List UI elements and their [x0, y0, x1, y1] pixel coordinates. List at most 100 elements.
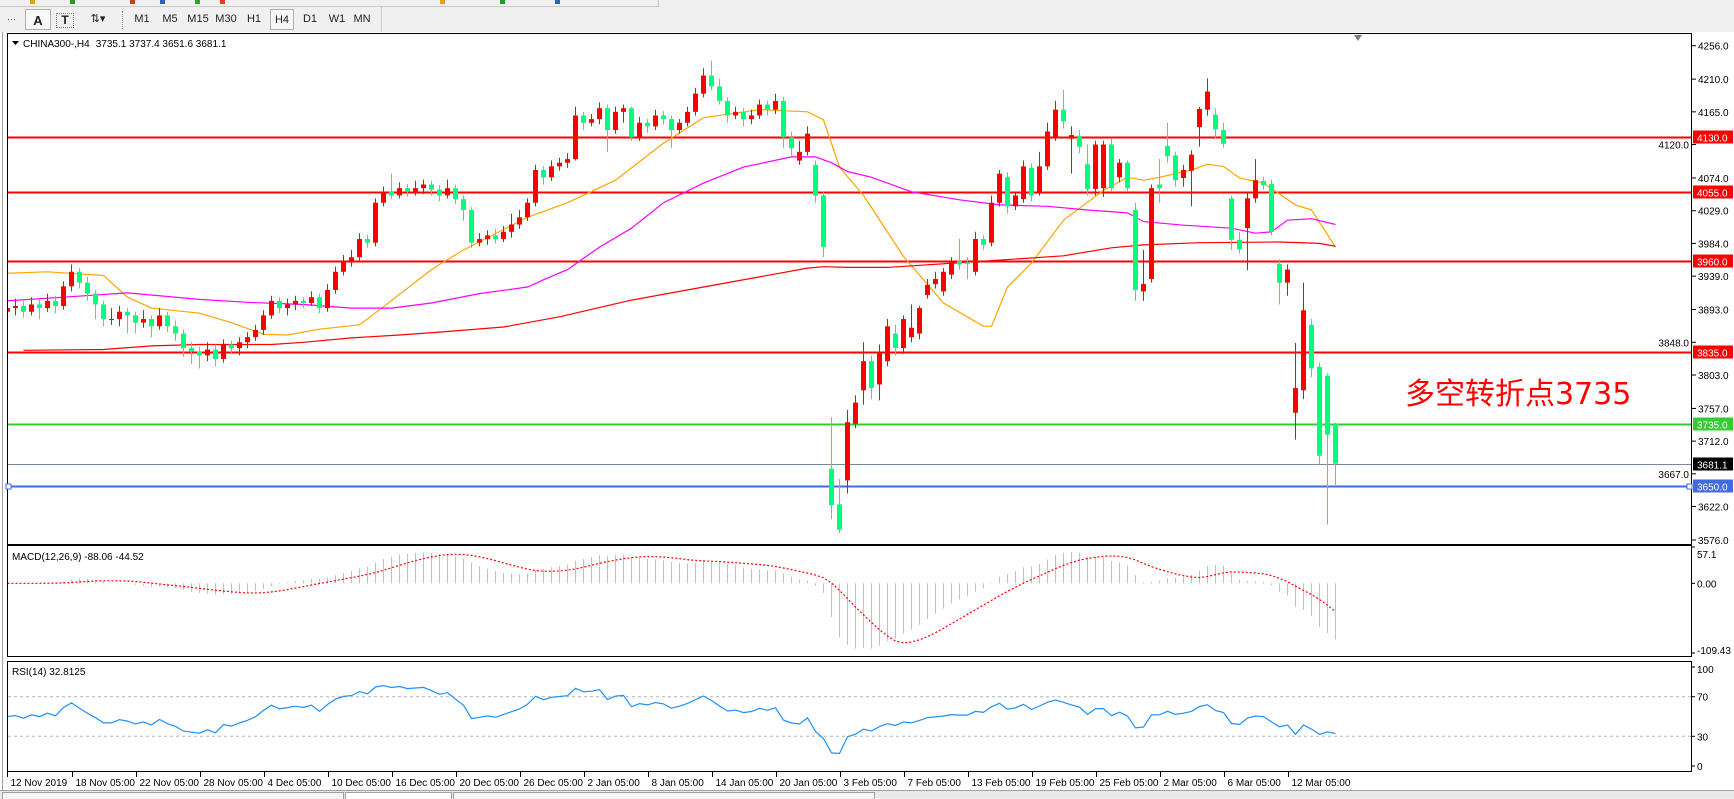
toolbar-icon[interactable]: [195, 0, 200, 4]
candle-body: [885, 326, 890, 362]
candle: [413, 180, 418, 196]
candle-body: [637, 122, 642, 138]
arrows-icon[interactable]: ⇅▾: [90, 13, 106, 25]
candle: [637, 116, 642, 141]
candle: [1165, 122, 1170, 163]
candle: [805, 126, 810, 156]
candle-body: [981, 239, 986, 245]
candle-body: [149, 319, 154, 327]
candle: [221, 339, 226, 363]
candle-body: [789, 137, 794, 149]
toolbar-icon[interactable]: [220, 0, 225, 4]
level-price-label: 3960.0: [1697, 258, 1728, 269]
chart-tab[interactable]: [453, 792, 875, 799]
time-tick-label: 7 Feb 05:00: [908, 778, 962, 789]
level-price-label: 3681.1: [1697, 461, 1728, 472]
line-handle-icon[interactable]: [5, 483, 12, 490]
candle-body: [37, 304, 42, 309]
candle: [1197, 106, 1202, 147]
timeframe-h1[interactable]: H1: [246, 13, 262, 25]
candle: [397, 182, 402, 199]
time-tick-label: 12 Nov 2019: [11, 778, 68, 789]
candle: [517, 209, 522, 229]
candle-body: [1333, 424, 1338, 464]
candle-body: [197, 351, 202, 356]
font-button[interactable]: A: [25, 9, 51, 30]
timeframe-d1[interactable]: D1: [302, 13, 318, 25]
time-tick-label: 26 Dec 05:00: [524, 778, 584, 789]
candle: [1189, 150, 1194, 207]
candle-body: [125, 311, 130, 316]
level-price-label: 3835.0: [1697, 349, 1728, 360]
rsi-tick-label: 30: [1697, 732, 1709, 743]
candle: [181, 329, 186, 357]
candle-body: [1301, 310, 1306, 391]
candle-body: [317, 297, 322, 309]
candle: [421, 179, 426, 194]
candle-body: [8, 308, 10, 312]
candle-body: [1181, 170, 1186, 178]
toolbar-icon[interactable]: [160, 0, 165, 4]
candle-body: [1045, 131, 1050, 167]
candle: [837, 478, 842, 533]
chart-shift-marker-icon[interactable]: [1354, 35, 1362, 41]
candle: [61, 281, 66, 310]
price-tick-label: 3803.0: [1698, 371, 1729, 382]
toolbar-icon[interactable]: [500, 0, 505, 4]
timeframe-m5[interactable]: M5: [162, 13, 178, 25]
timeframe-w1[interactable]: W1: [328, 13, 346, 25]
toolbar-icon[interactable]: [30, 0, 35, 4]
chart-tab-active[interactable]: [345, 792, 452, 799]
candle-body: [1005, 177, 1010, 207]
rsi-pane[interactable]: [7, 661, 1692, 772]
timeframe-h4[interactable]: H4: [270, 9, 294, 30]
candle: [1157, 159, 1162, 203]
candle-body: [829, 468, 834, 506]
candle: [1221, 122, 1226, 148]
candle: [1109, 138, 1114, 192]
candle: [1005, 172, 1010, 214]
candle: [645, 119, 650, 133]
toolbar-icon[interactable]: [70, 0, 75, 4]
chart-menu-triangle-icon[interactable]: [12, 41, 19, 45]
toolbar-icon[interactable]: [555, 0, 560, 4]
annotation-text[interactable]: 多空转折点3735: [1405, 377, 1631, 412]
line-handle-icon[interactable]: [1686, 483, 1693, 490]
timeframe-m30[interactable]: M30: [215, 13, 237, 25]
toolbar-icon[interactable]: [130, 0, 135, 4]
time-tick-label: 20 Dec 05:00: [460, 778, 520, 789]
candle: [525, 198, 530, 221]
candle: [373, 198, 378, 247]
candle-body: [269, 300, 274, 316]
candle-body: [445, 188, 450, 196]
candle-body: [989, 202, 994, 243]
candle: [1253, 159, 1258, 203]
candle: [781, 97, 786, 149]
candle: [877, 344, 882, 401]
candle-body: [173, 326, 178, 334]
timeframe-m1[interactable]: M1: [134, 13, 150, 25]
chart-legend: CHINA300-,H4 3735.1 3737.4 3651.6 3681.1: [23, 39, 227, 50]
candle: [1133, 202, 1138, 301]
candle: [349, 249, 354, 267]
grid-properties-icon[interactable]: ⋯: [7, 14, 16, 24]
chart-tab[interactable]: [2, 792, 344, 799]
time-tick-label: 22 Nov 05:00: [140, 778, 200, 789]
candle-body: [277, 300, 282, 309]
candle: [1269, 179, 1274, 236]
level-price-badge: [1693, 479, 1733, 493]
level-price-label: 4130.0: [1697, 134, 1728, 145]
toolbar-icon[interactable]: [440, 0, 445, 4]
candle: [1021, 160, 1026, 203]
text-box-icon[interactable]: T: [56, 13, 74, 28]
candle: [189, 342, 194, 365]
candle: [261, 310, 266, 336]
candle: [301, 297, 306, 309]
candle: [581, 111, 586, 131]
candle: [197, 346, 202, 369]
timeframe-m15[interactable]: M15: [187, 13, 209, 25]
candle-body: [1253, 180, 1258, 199]
timeframe-mn[interactable]: MN: [353, 13, 371, 25]
candle: [1213, 108, 1218, 139]
